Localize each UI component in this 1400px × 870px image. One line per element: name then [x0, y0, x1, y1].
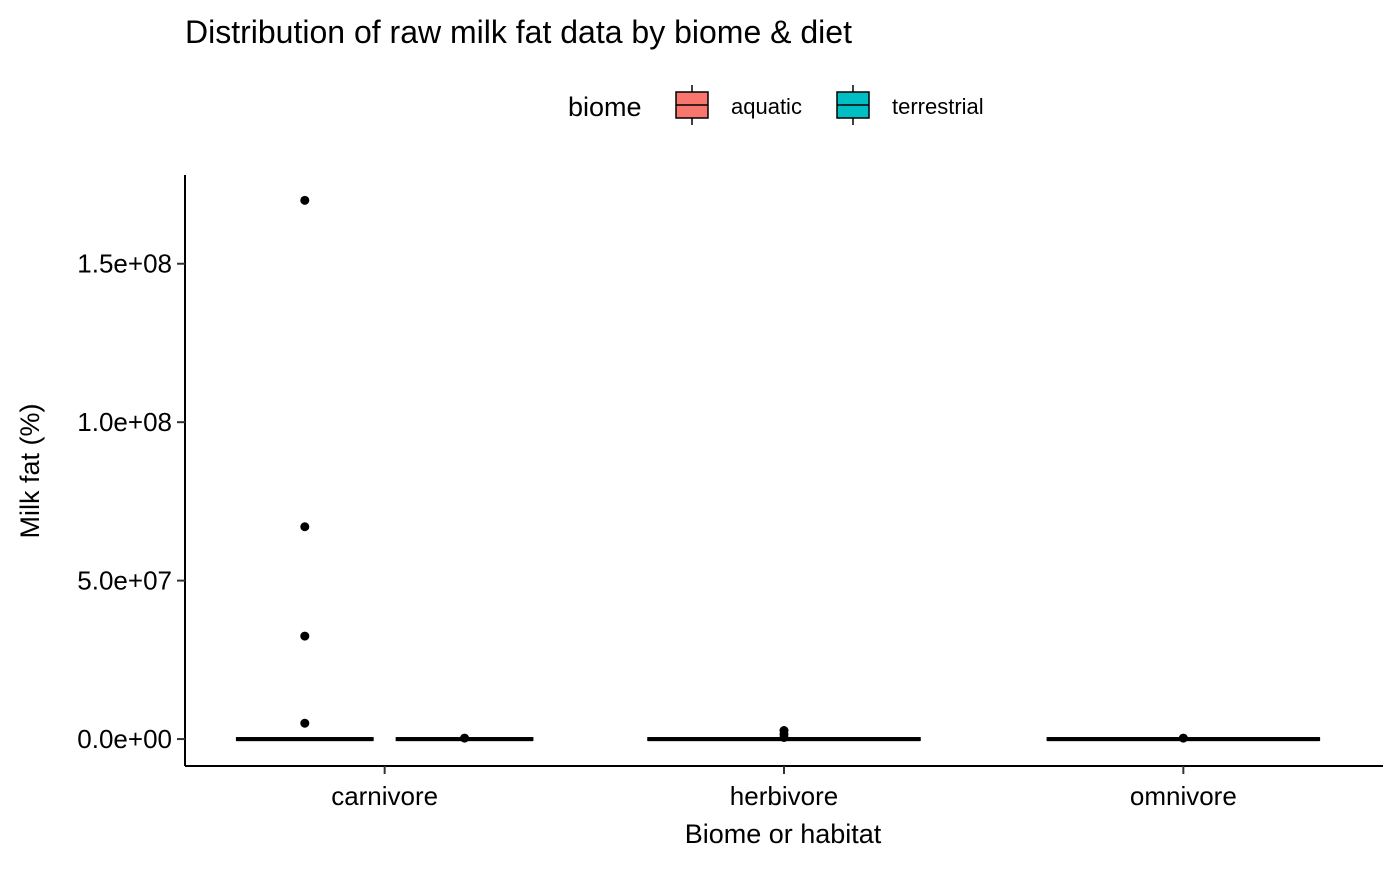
- outlier-point: [300, 195, 310, 205]
- outlier-point: [460, 733, 470, 743]
- legend: biome aquatic terrestrial: [568, 85, 984, 125]
- x-tick-label: omnivore: [1130, 781, 1237, 811]
- outlier-point: [1178, 733, 1188, 743]
- axes: 0.0e+00 5.0e+07 1.0e+08 1.5e+08 carnivore her…: [77, 175, 1383, 811]
- y-axis-title: Milk fat (%): [15, 404, 45, 539]
- legend-title: biome: [568, 92, 642, 122]
- y-tick-label: 1.0e+08: [77, 407, 172, 437]
- legend-entry-terrestrial: terrestrial: [836, 85, 984, 125]
- outlier-point: [300, 631, 310, 641]
- outlier-point: [779, 732, 789, 742]
- boxplot-terrestrial-carnivore: [395, 733, 534, 743]
- legend-keys: aquatic terrestrial: [675, 85, 984, 125]
- boxplot-terrestrial-omnivore: [1046, 733, 1321, 743]
- chart-title: Distribution of raw milk fat data by bio…: [185, 14, 852, 50]
- outlier-point: [300, 718, 310, 728]
- boxplot-terrestrial-herbivore: [647, 726, 921, 742]
- x-tick-label: herbivore: [730, 781, 838, 811]
- legend-entry-label: aquatic: [731, 94, 802, 119]
- boxplot-aquatic-carnivore: [235, 195, 374, 742]
- y-tick-label: 1.5e+08: [77, 249, 172, 279]
- plot-marks: [235, 195, 1321, 743]
- legend-entry-label: terrestrial: [892, 94, 984, 119]
- legend-entry-aquatic: aquatic: [675, 85, 802, 125]
- x-tick-label: carnivore: [331, 781, 438, 811]
- x-axis-title: Biome or habitat: [685, 819, 882, 849]
- outlier-point: [300, 522, 310, 532]
- y-tick-label: 0.0e+00: [77, 724, 172, 754]
- y-tick-label: 5.0e+07: [77, 566, 172, 596]
